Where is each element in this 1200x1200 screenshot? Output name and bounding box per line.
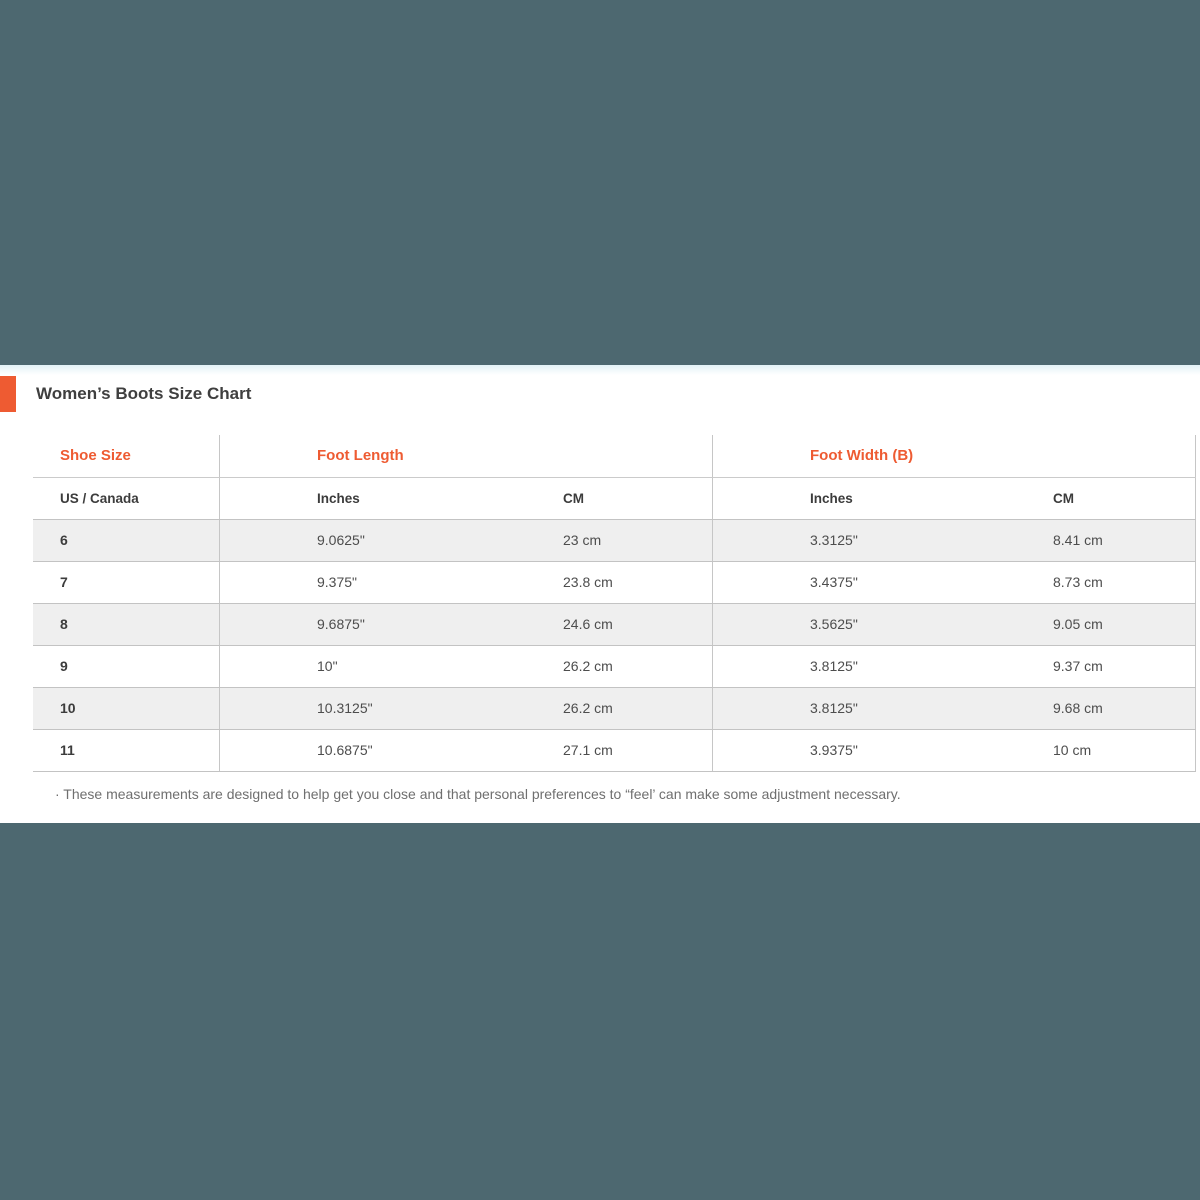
cell-shoe-size: 7 bbox=[33, 562, 220, 603]
table-row: 8 9.6875" 24.6 cm 3.5625" 9.05 cm bbox=[33, 604, 1196, 646]
cell-foot-length-inches: 10.3125" bbox=[317, 700, 373, 716]
table-row: 9 10" 26.2 cm 3.8125" 9.37 cm bbox=[33, 646, 1196, 688]
cell-foot-length-cm: 27.1 cm bbox=[466, 730, 713, 771]
footnote-text: · These measurements are designed to hel… bbox=[55, 786, 901, 802]
cell-foot-length-inches: 10" bbox=[317, 658, 338, 674]
subheader-us-canada: US / Canada bbox=[33, 478, 220, 519]
cell-shoe-size: 11 bbox=[33, 730, 220, 771]
cell-foot-length-cm: 26.2 cm bbox=[466, 646, 713, 687]
size-chart-body: 6 9.0625" 23 cm 3.3125" 8.41 cm 7 9.375"… bbox=[33, 520, 1196, 772]
cell-foot-width-inches: 3.3125" bbox=[810, 532, 858, 548]
header-foot-width: Foot Width (B) bbox=[713, 435, 1196, 477]
cell-foot-width-inches: 3.5625" bbox=[810, 616, 858, 632]
cell-foot-length-inches: 9.0625" bbox=[317, 532, 365, 548]
subheader-foot-width-inches: Inches bbox=[810, 491, 853, 506]
table-row: 11 10.6875" 27.1 cm 3.9375" 10 cm bbox=[33, 730, 1196, 772]
cell-foot-width-cm: 9.37 cm bbox=[956, 646, 1196, 687]
subheader-foot-length-cm: CM bbox=[466, 478, 713, 519]
cell-foot-length-cm: 24.6 cm bbox=[466, 604, 713, 645]
cell-foot-width-inches: 3.8125" bbox=[810, 658, 858, 674]
table-row: 10 10.3125" 26.2 cm 3.8125" 9.68 cm bbox=[33, 688, 1196, 730]
header-foot-length: Foot Length bbox=[220, 435, 713, 477]
cell-foot-width-cm: 8.41 cm bbox=[956, 520, 1196, 561]
panel-top-glow bbox=[0, 365, 1200, 375]
subheader-foot-width-cm: CM bbox=[956, 478, 1196, 519]
cell-foot-width-inches: 3.9375" bbox=[810, 742, 858, 758]
content-panel: Women’s Boots Size Chart Shoe Size Foot … bbox=[0, 365, 1200, 823]
cell-foot-length-inches: 9.6875" bbox=[317, 616, 365, 632]
title-accent-bar bbox=[0, 376, 16, 412]
cell-foot-width-cm: 9.05 cm bbox=[956, 604, 1196, 645]
table-row: 7 9.375" 23.8 cm 3.4375" 8.73 cm bbox=[33, 562, 1196, 604]
cell-foot-length-inches: 10.6875" bbox=[317, 742, 373, 758]
cell-shoe-size: 6 bbox=[33, 520, 220, 561]
cell-foot-width-cm: 10 cm bbox=[956, 730, 1196, 771]
page-title: Women’s Boots Size Chart bbox=[36, 384, 252, 403]
cell-foot-length-cm: 23.8 cm bbox=[466, 562, 713, 603]
cell-shoe-size: 10 bbox=[33, 688, 220, 729]
subheader-foot-length-inches: Inches bbox=[317, 491, 360, 506]
cell-foot-length-cm: 26.2 cm bbox=[466, 688, 713, 729]
cell-foot-width-cm: 8.73 cm bbox=[956, 562, 1196, 603]
cell-foot-width-inches: 3.8125" bbox=[810, 700, 858, 716]
header-shoe-size: Shoe Size bbox=[33, 435, 220, 477]
cell-foot-width-cm: 9.68 cm bbox=[956, 688, 1196, 729]
cell-foot-width-inches: 3.4375" bbox=[810, 574, 858, 590]
table-subheader-row: US / Canada Inches CM Inches CM bbox=[33, 478, 1196, 520]
table-section-header-row: Shoe Size Foot Length Foot Width (B) bbox=[33, 435, 1196, 478]
size-chart-table: Shoe Size Foot Length Foot Width (B) US … bbox=[33, 435, 1196, 772]
cell-shoe-size: 8 bbox=[33, 604, 220, 645]
cell-foot-length-cm: 23 cm bbox=[466, 520, 713, 561]
table-row: 6 9.0625" 23 cm 3.3125" 8.41 cm bbox=[33, 520, 1196, 562]
cell-foot-length-inches: 9.375" bbox=[317, 574, 358, 590]
cell-shoe-size: 9 bbox=[33, 646, 220, 687]
